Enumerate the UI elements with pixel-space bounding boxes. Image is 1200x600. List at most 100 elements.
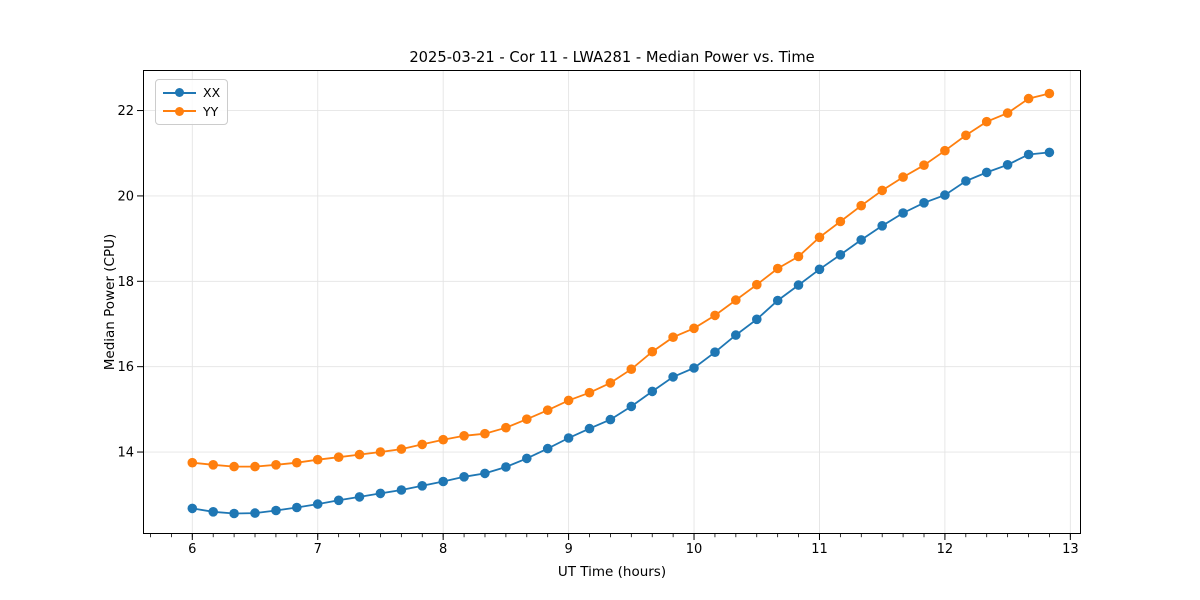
data-point-xx (438, 476, 449, 487)
y-axis-label: Median Power (CPU) (102, 233, 118, 371)
data-point-xx (710, 347, 720, 358)
x-tick-label: 11 (811, 542, 828, 557)
data-point-yy (333, 452, 344, 463)
x-tick-label: 12 (937, 542, 954, 557)
data-point-xx (919, 198, 929, 208)
data-point-xx (375, 488, 386, 499)
y-tick-label: 20 (117, 189, 134, 204)
data-point-yy (292, 457, 302, 468)
data-point-yy (856, 200, 866, 211)
data-point-yy (772, 263, 783, 274)
data-point-xx (480, 468, 490, 479)
data-point-yy (417, 439, 428, 450)
data-point-xx (354, 492, 365, 502)
data-point-xx (501, 462, 511, 472)
data-point-yy (542, 405, 553, 416)
data-point-xx (250, 508, 260, 518)
data-point-xx (187, 503, 198, 514)
data-point-xx (522, 453, 532, 464)
data-point-yy (501, 422, 511, 433)
data-point-yy (940, 145, 950, 156)
data-point-yy (522, 414, 532, 425)
data-point-yy (208, 460, 218, 470)
data-point-xx (459, 472, 469, 482)
data-point-xx (1002, 160, 1013, 170)
data-point-yy (1002, 108, 1013, 118)
data-point-yy (668, 332, 678, 343)
y-tick-label: 14 (117, 446, 134, 461)
data-point-xx (542, 443, 553, 454)
data-point-xx (626, 401, 637, 412)
data-point-yy (647, 346, 658, 357)
data-point-xx (898, 208, 908, 218)
y-tick-label: 16 (117, 360, 134, 375)
data-point-yy (1044, 88, 1055, 99)
data-point-yy (961, 130, 971, 141)
data-point-xx (835, 250, 846, 260)
y-tick-label: 22 (117, 104, 134, 119)
legend: XX YY (155, 79, 228, 125)
data-point-yy (229, 461, 239, 472)
data-point-xx (292, 502, 302, 513)
data-point-yy (898, 172, 908, 182)
data-point-xx (396, 485, 407, 495)
series-line-yy (192, 92, 1050, 468)
data-point-xx (668, 372, 678, 382)
data-point-yy (312, 454, 323, 465)
legend-item-yy: YY (163, 103, 223, 120)
plot-border (143, 70, 1081, 534)
data-point-yy (438, 434, 449, 445)
x-axis-label: UT Time (hours) (557, 564, 667, 580)
data-point-yy (375, 447, 386, 457)
data-point-xx (584, 423, 595, 434)
data-point-xx (605, 414, 616, 425)
data-point-xx (563, 433, 574, 443)
data-point-yy (187, 457, 198, 468)
data-point-xx (647, 386, 658, 397)
data-point-xx (793, 280, 804, 290)
data-point-xx (312, 499, 323, 509)
data-point-yy (480, 428, 490, 439)
x-tick-label: 10 (686, 542, 703, 557)
data-point-xx (333, 495, 344, 506)
data-point-yy (814, 232, 825, 243)
data-point-xx (752, 314, 762, 325)
legend-label-yy: YY (203, 103, 219, 119)
data-point-yy (793, 251, 804, 262)
data-point-yy (563, 395, 574, 406)
data-point-yy (605, 378, 616, 388)
legend-marker-xx-icon (163, 87, 196, 98)
data-point-xx (814, 264, 825, 275)
legend-label-xx: XX (203, 85, 221, 101)
data-point-yy (250, 461, 260, 472)
data-point-yy (710, 310, 720, 321)
data-point-yy (459, 431, 469, 441)
data-point-xx (689, 363, 699, 373)
data-point-xx (417, 481, 428, 491)
x-tick-label: 7 (314, 542, 322, 557)
data-point-xx (1044, 147, 1055, 158)
data-point-xx (981, 167, 992, 178)
data-point-yy (689, 323, 699, 334)
data-point-yy (919, 160, 929, 170)
data-point-yy (396, 444, 407, 454)
data-point-xx (772, 295, 783, 306)
data-point-yy (877, 185, 887, 196)
data-point-xx (271, 505, 281, 516)
data-point-xx (877, 221, 887, 231)
x-tick-label: 13 (1062, 542, 1079, 557)
data-point-yy (1023, 93, 1034, 104)
data-point-yy (835, 216, 846, 227)
data-point-xx (229, 508, 239, 519)
x-tick-label: 6 (188, 542, 196, 557)
data-point-yy (271, 460, 281, 470)
data-point-xx (961, 176, 971, 186)
data-point-yy (752, 279, 762, 290)
legend-marker-yy-icon (163, 106, 196, 117)
data-point-yy (626, 364, 637, 375)
data-point-xx (940, 190, 950, 200)
data-point-xx (1023, 149, 1034, 160)
data-point-xx (208, 507, 218, 517)
